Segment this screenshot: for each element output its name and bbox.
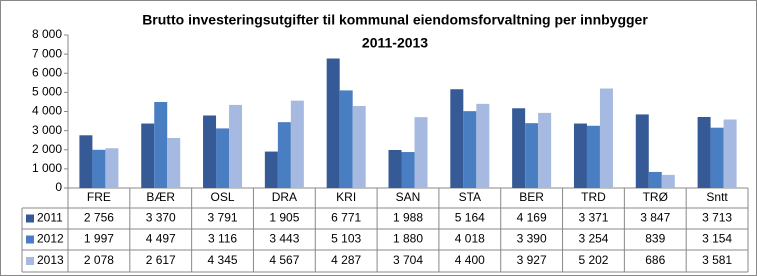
x-tick-label: KRI: [336, 190, 356, 204]
table-value: 4 345: [208, 253, 238, 267]
table-value: 3 443: [269, 232, 299, 246]
y-tick-label: 7 000: [32, 46, 62, 60]
bar: [538, 112, 552, 188]
bar: [203, 115, 217, 188]
legend-label: 2013: [37, 253, 64, 267]
table-value: 3 254: [578, 232, 608, 246]
bar: [388, 149, 402, 188]
bar: [352, 106, 366, 188]
bar: [277, 122, 291, 188]
table-value: 3 116: [208, 232, 237, 246]
x-tick-label: BÆR: [146, 190, 175, 204]
table-value: 4 567: [269, 253, 299, 267]
x-tick-label: FRE: [87, 190, 111, 204]
bar: [326, 58, 340, 188]
bar: [599, 88, 613, 188]
x-tick-label: TRØ: [643, 190, 668, 204]
x-tick-label: BER: [519, 190, 544, 204]
table-value: 5 164: [455, 211, 485, 225]
y-tick-label: 5 000: [32, 85, 62, 99]
y-tick-label: 2 000: [32, 142, 62, 156]
table-value: 4 169: [517, 211, 547, 225]
bar: [216, 128, 230, 188]
bar: [105, 148, 119, 188]
table-value: 3 847: [640, 211, 670, 225]
bar: [141, 123, 155, 188]
table-value: 3 704: [393, 253, 423, 267]
table-value: 839: [645, 232, 665, 246]
bar: [290, 100, 304, 188]
legend-swatch: [26, 214, 34, 223]
table-value: 3 713: [702, 211, 732, 225]
table-value: 3 390: [517, 232, 547, 246]
x-tick-label: OSL: [211, 190, 235, 204]
table-value: 6 771: [331, 211, 361, 225]
bar: [229, 104, 243, 188]
x-tick-label: SAN: [396, 190, 421, 204]
bar: [339, 90, 353, 188]
table-value: 5 103: [331, 232, 361, 246]
table-value: 686: [645, 253, 665, 267]
y-tick-label: 8 000: [32, 27, 62, 41]
bar: [476, 103, 490, 188]
chart-title: Brutto investeringsutgifter til kommunal…: [142, 12, 648, 28]
legend-label: 2011: [37, 211, 63, 225]
table-value: 4 018: [455, 232, 485, 246]
bar: [573, 123, 587, 188]
bar: [167, 137, 181, 188]
bar: [710, 127, 724, 188]
table-value: 3 371: [578, 211, 608, 225]
bar: [661, 174, 675, 188]
bar: [414, 117, 428, 188]
bar: [450, 89, 464, 188]
table-value: 1 880: [393, 232, 423, 246]
bar: [525, 123, 539, 188]
y-tick-label: 1 000: [32, 161, 62, 175]
table-value: 3 791: [208, 211, 238, 225]
bar: [723, 119, 737, 188]
x-tick-label: DRA: [272, 190, 297, 204]
y-tick-label: 3 000: [32, 123, 62, 137]
table-value: 3 581: [702, 253, 732, 267]
bar: [463, 111, 477, 188]
legend-swatch: [26, 235, 34, 244]
bar: [79, 135, 93, 188]
bar: [648, 171, 662, 188]
x-tick-label: TRD: [581, 190, 606, 204]
y-tick-label: 0: [55, 180, 62, 194]
table-value: 4 497: [146, 232, 176, 246]
table-value: 1 997: [84, 232, 114, 246]
y-tick-label: 4 000: [32, 104, 62, 118]
table-value: 1 905: [269, 211, 299, 225]
table-value: 3 370: [146, 211, 176, 225]
table-value: 5 202: [578, 253, 608, 267]
legend-swatch: [26, 257, 34, 265]
x-tick-label: Sntt: [706, 190, 728, 204]
bar: [586, 125, 600, 188]
table-value: 1 988: [393, 211, 423, 225]
table-value: 2 617: [146, 253, 176, 267]
chart-subtitle: 2011-2013: [362, 35, 428, 51]
bar: [401, 152, 415, 188]
table-value: 3 154: [702, 232, 732, 246]
y-tick-label: 6 000: [32, 65, 62, 79]
bar: [154, 101, 168, 188]
table-value: 2 756: [84, 211, 114, 225]
bar: [697, 116, 711, 188]
table-value: 2 078: [84, 253, 114, 267]
x-tick-label: STA: [459, 190, 481, 204]
bar: [512, 108, 526, 188]
legend-label: 2012: [37, 232, 64, 246]
table-value: 4 400: [455, 253, 485, 267]
table-value: 4 287: [331, 253, 361, 267]
bar: [264, 151, 278, 188]
bar: [635, 114, 649, 188]
bar: [92, 149, 106, 188]
table-value: 3 927: [517, 253, 547, 267]
